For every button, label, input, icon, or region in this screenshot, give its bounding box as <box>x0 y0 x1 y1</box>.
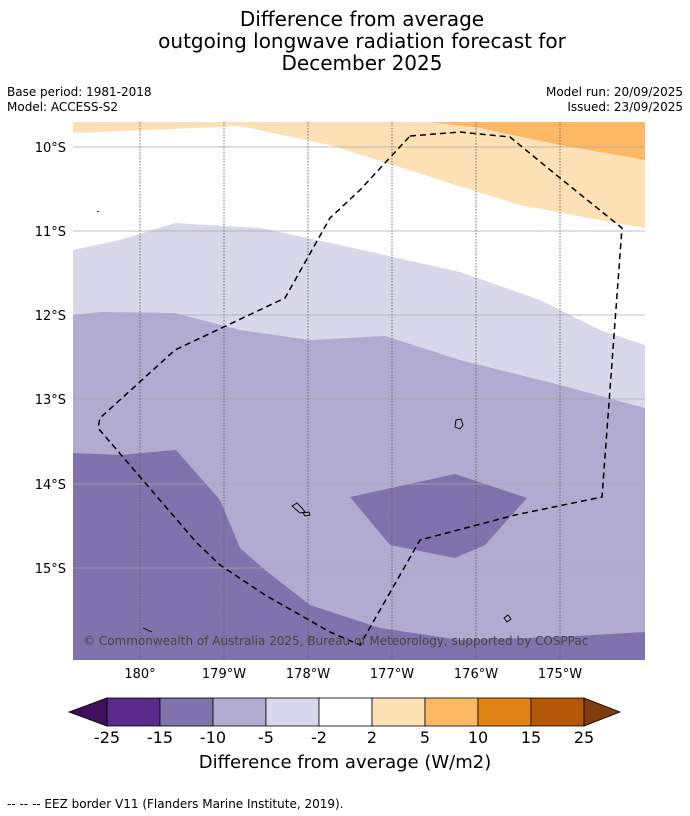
band-negative-10-15-east <box>350 474 527 558</box>
colorbar-bin-neg5-neg2 <box>265 697 320 727</box>
cb-tick-neg10: -10 <box>200 728 226 747</box>
lat-label-14s: 14°S <box>35 478 66 493</box>
model-run: Model run: 20/09/2025 <box>545 85 683 99</box>
lon-label-175w: 175°W <box>538 667 582 682</box>
band-negative-10-15-west <box>73 450 645 660</box>
lon-label-178w: 178°W <box>286 667 330 682</box>
eez-footnote: -- -- -- EEZ border V11 (Flanders Marine… <box>7 797 344 811</box>
lat-gridlines <box>73 146 645 569</box>
island-3 <box>302 511 311 517</box>
colorbar-bin-neg15-neg10 <box>159 697 214 727</box>
cb-tick-neg15: -15 <box>147 728 173 747</box>
base-period: Base period: 1981-2018 <box>7 85 152 99</box>
islands <box>96 210 512 633</box>
island-5 <box>142 627 153 633</box>
lat-label-13s: 13°S <box>35 393 66 408</box>
colorbar-bin-5-10 <box>424 697 479 727</box>
colorbar-ticks: -25 -15 -10 -5 -2 2 5 10 15 25 <box>94 728 594 747</box>
colorbar-bin-2-5 <box>371 697 426 727</box>
cb-tick-neg2: -2 <box>311 728 327 747</box>
latitude-labels: 10°S 11°S 12°S 13°S 14°S 15°S <box>35 141 66 577</box>
band-positive-2-5 <box>73 122 645 228</box>
island-4 <box>503 614 512 623</box>
cb-tick-neg25: -25 <box>94 728 120 747</box>
lon-label-180: 180° <box>124 667 155 682</box>
title-line-2: outgoing longwave radiation forecast for <box>158 29 566 53</box>
title-line-1: Difference from average <box>239 7 485 31</box>
lon-label-176w: 176°W <box>454 667 498 682</box>
lat-label-10s: 10°S <box>35 141 66 156</box>
cb-tick-25: 25 <box>574 728 594 747</box>
meta-left: Base period: 1981-2018 Model: ACCESS-S2 <box>7 85 152 115</box>
map-plot-area <box>73 122 645 660</box>
lon-label-179w: 179°W <box>202 667 246 682</box>
island-6 <box>96 210 100 213</box>
colorbar-bin-neg10-neg5 <box>212 697 267 727</box>
model-name: Model: ACCESS-S2 <box>7 100 119 114</box>
longitude-labels: 180° 179°W 178°W 177°W 176°W 175°W <box>124 667 582 682</box>
colorbar-label: Difference from average (W/m2) <box>198 752 492 773</box>
cb-tick-2: 2 <box>367 728 377 747</box>
cb-tick-5: 5 <box>420 728 430 747</box>
colorbar-extend-high <box>583 697 622 727</box>
title-line-3: December 2025 <box>281 51 443 75</box>
lon-gridlines <box>139 122 561 660</box>
lat-label-11s: 11°S <box>35 225 66 240</box>
lon-label-177w: 177°W <box>370 667 414 682</box>
lat-label-12s: 12°S <box>35 309 66 324</box>
colorbar-extend-low <box>67 697 108 727</box>
cb-tick-15: 15 <box>521 728 541 747</box>
colorbar <box>67 697 622 727</box>
island-2 <box>291 502 306 514</box>
colorbar-bin-neg25-neg15 <box>106 697 161 727</box>
colorbar-bin-15-25 <box>530 697 585 727</box>
cb-tick-10: 10 <box>468 728 488 747</box>
meta-right: Model run: 20/09/2025 Issued: 23/09/2025 <box>546 85 683 115</box>
colorbar-bin-10-15 <box>477 697 532 727</box>
band-positive-5-10 <box>430 122 645 160</box>
copyright-text: © Commonwealth of Australia 2025, Bureau… <box>83 634 588 648</box>
cb-tick-neg5: -5 <box>258 728 274 747</box>
island-1 <box>454 418 464 430</box>
issued-date: Issued: 23/09/2025 <box>567 100 683 114</box>
lat-label-15s: 15°S <box>35 562 66 577</box>
eez-border <box>97 131 623 646</box>
map-title: Difference from average outgoing longwav… <box>0 8 690 74</box>
colorbar-bin-neg2-2 <box>318 697 373 727</box>
